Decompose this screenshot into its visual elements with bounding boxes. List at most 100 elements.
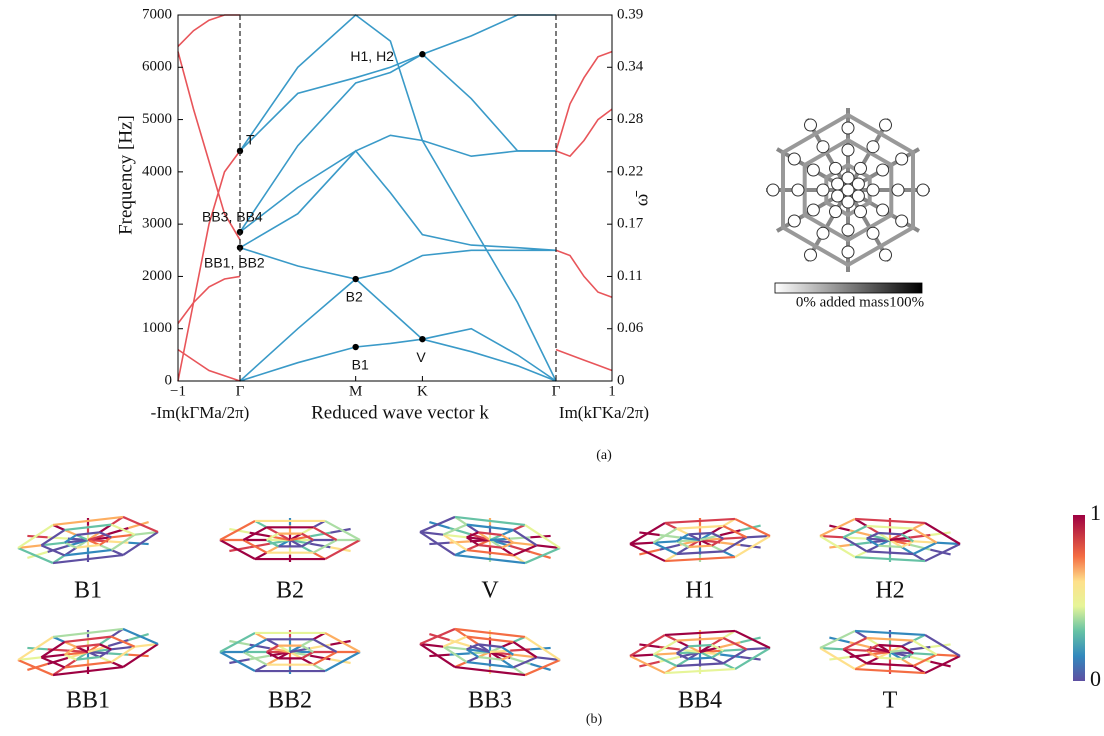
mode-edge [711,537,724,547]
mode-edge [530,662,551,671]
band-line [177,14,240,47]
mode-edge [41,541,65,547]
mode-edge [629,541,654,546]
mode-edge [76,543,100,549]
lattice-node [816,226,830,240]
mode-edge [330,527,351,534]
mode-edge [310,654,331,661]
mode-edge [829,636,850,644]
mode-edge [17,546,54,565]
mode-edge [524,658,561,677]
mode-edge [676,662,724,668]
mode-edge [229,527,250,534]
lattice-node [841,183,855,197]
mode-edge [443,645,467,651]
mode-edge [76,531,100,537]
mode-edge [64,541,77,549]
mode-edge [513,653,537,659]
y2-tick-label: 0.28 [617,111,643,127]
lattice-node [854,205,867,219]
mode-edge [866,649,879,659]
lattice-node [816,140,830,154]
mode-edge [901,652,914,661]
mode-edge [466,643,479,651]
mode-edge [930,531,951,537]
band-line [177,51,241,241]
mode-edge [734,647,771,670]
mode-edge [912,541,938,556]
mode-edge [819,535,856,558]
mode-edge [676,524,724,530]
mode-edge [454,515,526,527]
point-label: B2 [346,289,363,305]
mode-edge [512,529,538,547]
mode-label: BB3 [468,688,512,714]
mode-edge [266,644,279,653]
mode-edge [478,543,502,549]
lattice-node [806,203,820,217]
mode-edge [466,523,514,532]
mode-edge [27,662,48,671]
mode-edge [878,544,902,549]
mode-edge [866,524,914,530]
mode-edge [466,648,479,658]
lattice-node [841,143,855,157]
mode-edge [442,523,468,536]
y2-tick-label: 0.34 [617,59,644,75]
mode-edge [711,649,724,659]
mode-edge [734,517,771,537]
mode-edge [419,642,444,648]
mode-edge [76,655,100,661]
lattice-node [831,177,845,191]
y2-axis-title: ω̄ [631,191,652,207]
mode-edge [134,642,159,648]
mode-edge [720,653,741,659]
mode-edge [330,546,351,553]
x-tick-label: Γ [236,383,245,399]
mode-edge [419,515,456,534]
mode-edge [122,643,159,668]
mode-edge [40,656,66,669]
x-tick-label: −1 [170,383,186,399]
mode-edge [854,555,926,563]
y-tick-label: 4000 [142,163,172,179]
mode-edge [653,652,677,656]
band-line [555,50,613,152]
lattice-node [879,118,892,132]
y-tick-label: 2000 [142,268,172,284]
mode-edge [134,530,159,536]
mode-edge [107,526,129,536]
lattice-node [787,214,801,228]
mode-edge [466,531,479,539]
mode-edge [242,638,268,653]
mode-edge [854,517,926,525]
mode-edge [734,629,771,649]
mode-edge [99,643,112,651]
mode-edge [829,655,850,661]
mode-edge [536,656,561,662]
mode-edge [913,540,937,544]
y-tick-label: 3000 [142,216,172,232]
mode-edge [924,543,961,563]
mode-edge [449,540,470,544]
lattice-node [841,223,855,237]
band-line [239,338,557,382]
mode-edge [449,638,471,648]
lattice-node [806,163,820,177]
mode-shapes: B1 B2 V H1 H2 BB1 BB2 BB3 BB4 T [17,515,961,714]
mode-edge [310,531,331,538]
mode-edge [108,652,129,656]
mode-edge [41,653,65,659]
mode-edge [429,541,450,546]
mode-edge [510,536,531,540]
mode-edge [429,653,450,658]
mode-edge [639,548,660,556]
mode-edge [530,646,551,651]
mode-edge [909,655,931,663]
x-tick-label: Γ [552,383,561,399]
colorbar-tick-label: 0 [1090,666,1101,691]
mode-edge [524,524,561,549]
mode-edge [301,532,314,541]
mode-edge [128,633,149,642]
